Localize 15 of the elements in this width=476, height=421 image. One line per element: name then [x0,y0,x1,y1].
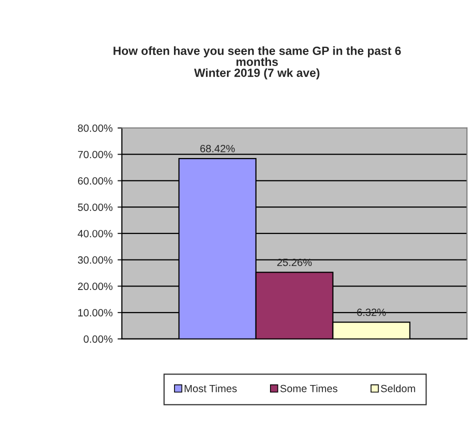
y-tick-label: 50.00% [78,204,112,211]
y-tick-label: 70.00% [78,150,112,158]
legend-label: Seldom [380,384,416,392]
y-tick-label: 20.00% [78,282,112,290]
y-tick-label: 0.00% [84,335,112,343]
y-tick-label: 10.00% [78,309,112,316]
y-tick-label: 30.00% [78,256,112,264]
legend-label: Most Times [184,384,237,392]
y-tick-label: 80.00% [78,124,112,132]
chart-title: How often have you seen the same GP in the past 6 months Winter 2019 (7 wk ave) [114,46,401,80]
y-tick-label: 60.00% [78,177,112,185]
text: 68.42% [200,144,235,152]
y-tick-label: 40.00% [78,230,112,238]
legend-label: Some Times [280,384,338,392]
text: 25.26% [277,258,312,266]
